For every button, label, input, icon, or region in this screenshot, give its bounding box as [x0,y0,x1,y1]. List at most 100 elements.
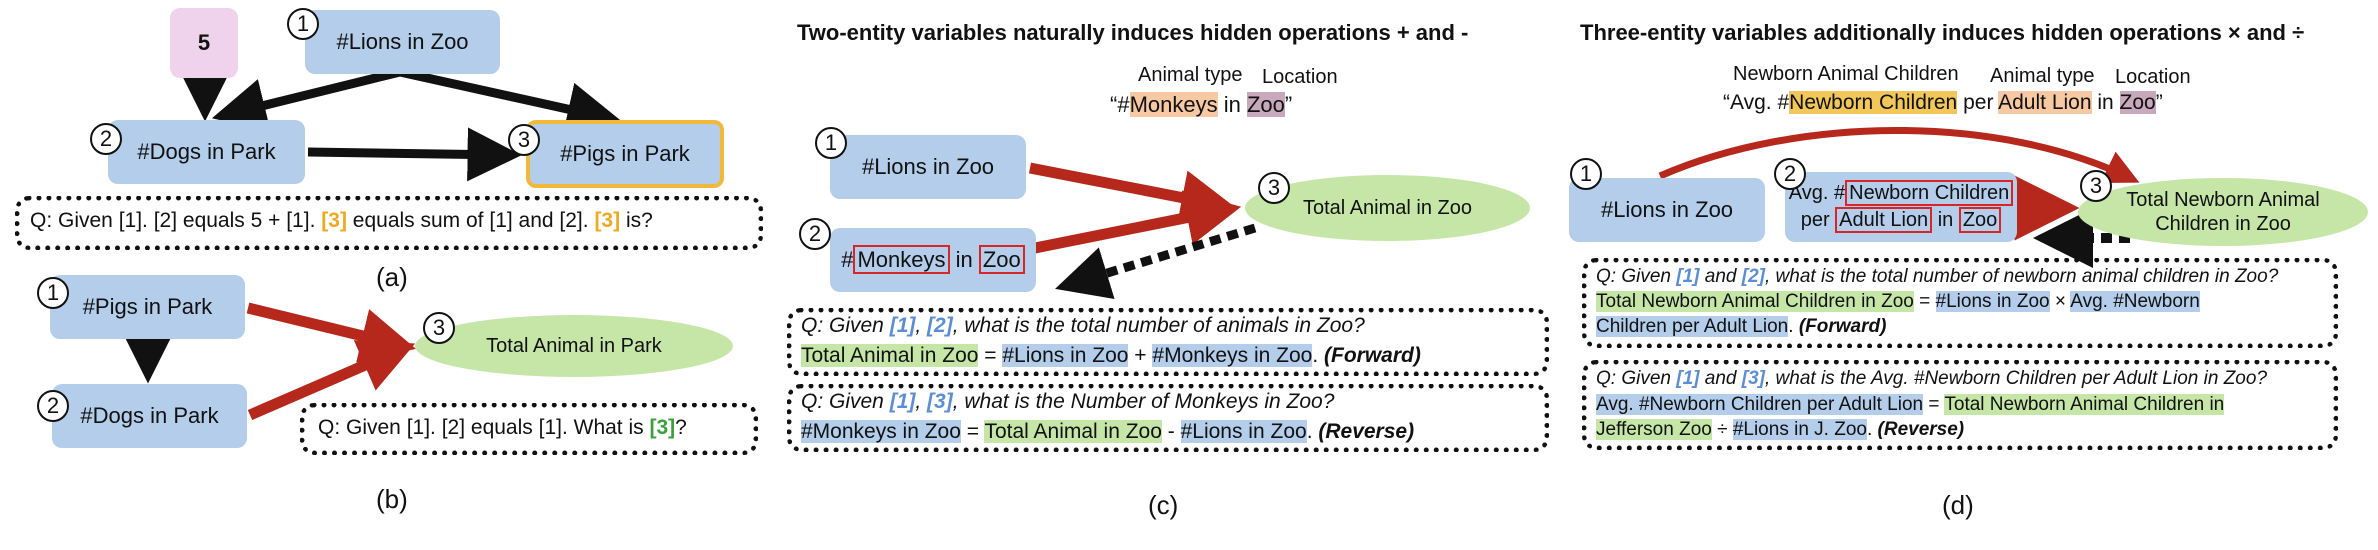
formula-direction-tag: (Reverse) [1877,419,1965,440]
node-number-2-c: 2 [799,218,831,250]
node-label: #Pigs in Park [560,141,690,166]
formula-d-reverse-line1: Avg. #Newborn Children per Adult Lion = … [1596,394,2225,416]
arrow-pigs-to-total [246,302,417,363]
formula-term-total: Total Animal in Zoo [801,344,979,367]
node-number-1-a: 1 [287,8,319,40]
phrase-text: per [1957,91,1999,114]
formula-operator: = [960,420,985,443]
node-pigs-in-park-b: #Pigs in Park [50,275,245,339]
question-text: and [1699,368,1742,389]
node-number-3-a: 3 [508,124,540,156]
formula-text: . [1866,419,1878,440]
question-text: Q: Given [1596,266,1677,287]
formula-operator: - [1161,420,1181,443]
formula-c-reverse: #Monkeys in Zoo = Total Animal in Zoo - … [801,420,1414,444]
question-d-reverse: Q: Given [1] and [3], what is the Avg. #… [1596,368,2267,390]
formula-operator: × [2049,291,2071,312]
entity-phrase-d: “Avg. #Newborn Children per Adult Lion i… [1723,91,2163,115]
node-lions-in-zoo-c: #Lions in Zoo [830,135,1026,199]
phrase-text: “Avg. # [1723,91,1790,114]
node-label: #Lions in Zoo [1600,197,1734,222]
formula-text: . [1306,420,1319,443]
node-label: #Lions in Zoo [336,29,469,54]
node-label: #Pigs in Park [82,294,213,319]
node-number-1-b: 1 [37,277,69,309]
formula-direction-tag: (Forward) [1798,316,1887,337]
node-total-newborn-d: Total Newborn Animal Children in Zoo [2078,178,2368,246]
arrow-total-to-monkeys-reverse [1055,223,1257,300]
node-number-1-d: 1 [1570,158,1602,190]
node-text: Avg. # [1788,182,1846,204]
heading-c: Two-entity variables naturally induces h… [797,20,1469,45]
node-label: # Monkeys in Zoo [841,245,1025,274]
question-a-text: is? [625,209,653,232]
question-ref: [3] [927,390,953,413]
question-a-text: Q: Given [1]. [2] equals 5 + [1]. [30,209,316,232]
arrow-lions-to-dogs [211,67,402,132]
formula-operator: = [1913,291,1936,312]
node-pigs-in-park-a: #Pigs in Park [526,120,724,188]
node-line: per Adult Lion in Zoo [1801,207,2002,234]
formula-c-forward: Total Animal in Zoo = #Lions in Zoo + #M… [801,344,1421,368]
node-label: Total Animal in Park [486,334,662,357]
question-text: Q: Given [801,314,890,337]
formula-direction-tag: (Reverse) [1318,420,1415,443]
node-total-animal-in-zoo: Total Animal in Zoo [1245,175,1530,241]
node-dogs-in-park-a: #Dogs in Park [108,120,305,184]
node-dogs-in-park-b: #Dogs in Park [52,384,247,448]
phrase-text: ” [1284,92,1293,117]
formula-term-entity: Children per Adult Lion [1596,316,1789,337]
question-text: and [1699,266,1742,287]
question-ref: [1] [1676,368,1700,389]
formula-term-entity: #Lions in Zoo [1180,420,1307,443]
formula-term-entity: Avg. #Newborn [2070,291,2200,312]
question-box-b [300,403,758,455]
caption-b: (b) [376,484,408,514]
node-number-2-b: 2 [37,390,69,422]
label-newborn-d: Newborn Animal Children [1733,63,1959,85]
question-text: , what is the Number of Monkeys in Zoo? [952,390,1335,413]
formula-operator: = [978,344,1003,367]
node-total-animal-in-park: Total Animal in Park [415,315,733,377]
node-label: Total Animal in Zoo [1303,196,1472,219]
label-animal-type-c: Animal type [1138,64,1243,86]
arrow-lions-to-total-zoo [1028,162,1237,225]
question-box-a [15,196,763,250]
question-ref: [3] [1741,368,1765,389]
arrow-monkeys-to-total-zoo [1033,190,1242,254]
formula-operator: + [1128,344,1153,367]
node-child-box: Newborn Children [1845,180,2014,206]
question-text: Q: Given [1596,368,1677,389]
question-b-text: ? [675,416,687,439]
node-text: # [841,247,854,272]
node-lions-in-zoo-a: #Lions in Zoo [305,10,500,74]
formula-term-total: Jefferson Zoo [1596,419,1712,440]
node-label: #Dogs in Park [80,403,219,428]
question-ref: [1] [889,314,916,337]
arrow-dogs-to-total [247,340,416,421]
question-c-reverse: Q: Given [1], [3], what is the Number of… [801,390,1334,414]
question-ref: [1] [889,390,916,413]
formula-term-entity: Avg. #Newborn Children per Adult Lion [1596,394,1924,415]
question-b: Q: Given [1]. [2] equals [1]. What is [3… [318,416,687,440]
phrase-location-highlight: Zoo [1246,92,1285,117]
question-a-ref: [3] [321,209,347,232]
node-label: #Lions in Zoo [861,154,995,179]
node-text: per [1800,209,1836,231]
node-location-box: Zoo [1958,207,2002,233]
phrase-location-highlight: Zoo [2119,91,2156,114]
node-text: in [949,247,979,272]
question-text: Q: Given [801,390,890,413]
node-number-2-d: 2 [1774,158,1806,190]
question-box-c-reverse [787,384,1549,452]
node-number-1-c: 1 [815,127,847,159]
formula-operator: ÷ [1711,419,1733,440]
formula-term-entity: #Lions in Zoo [1002,344,1129,367]
node-label: Total Newborn Animal Children in Zoo [2126,188,2319,236]
node-monkeys-in-zoo-c: # Monkeys in Zoo [830,228,1036,292]
arrow-lions-to-pigs [399,67,622,136]
caption-d: (d) [1942,490,1974,520]
node-constant-five: 5 [170,8,238,78]
node-avg-newborn-d: Avg. # Newborn Children per Adult Lion in… [1785,172,2017,242]
